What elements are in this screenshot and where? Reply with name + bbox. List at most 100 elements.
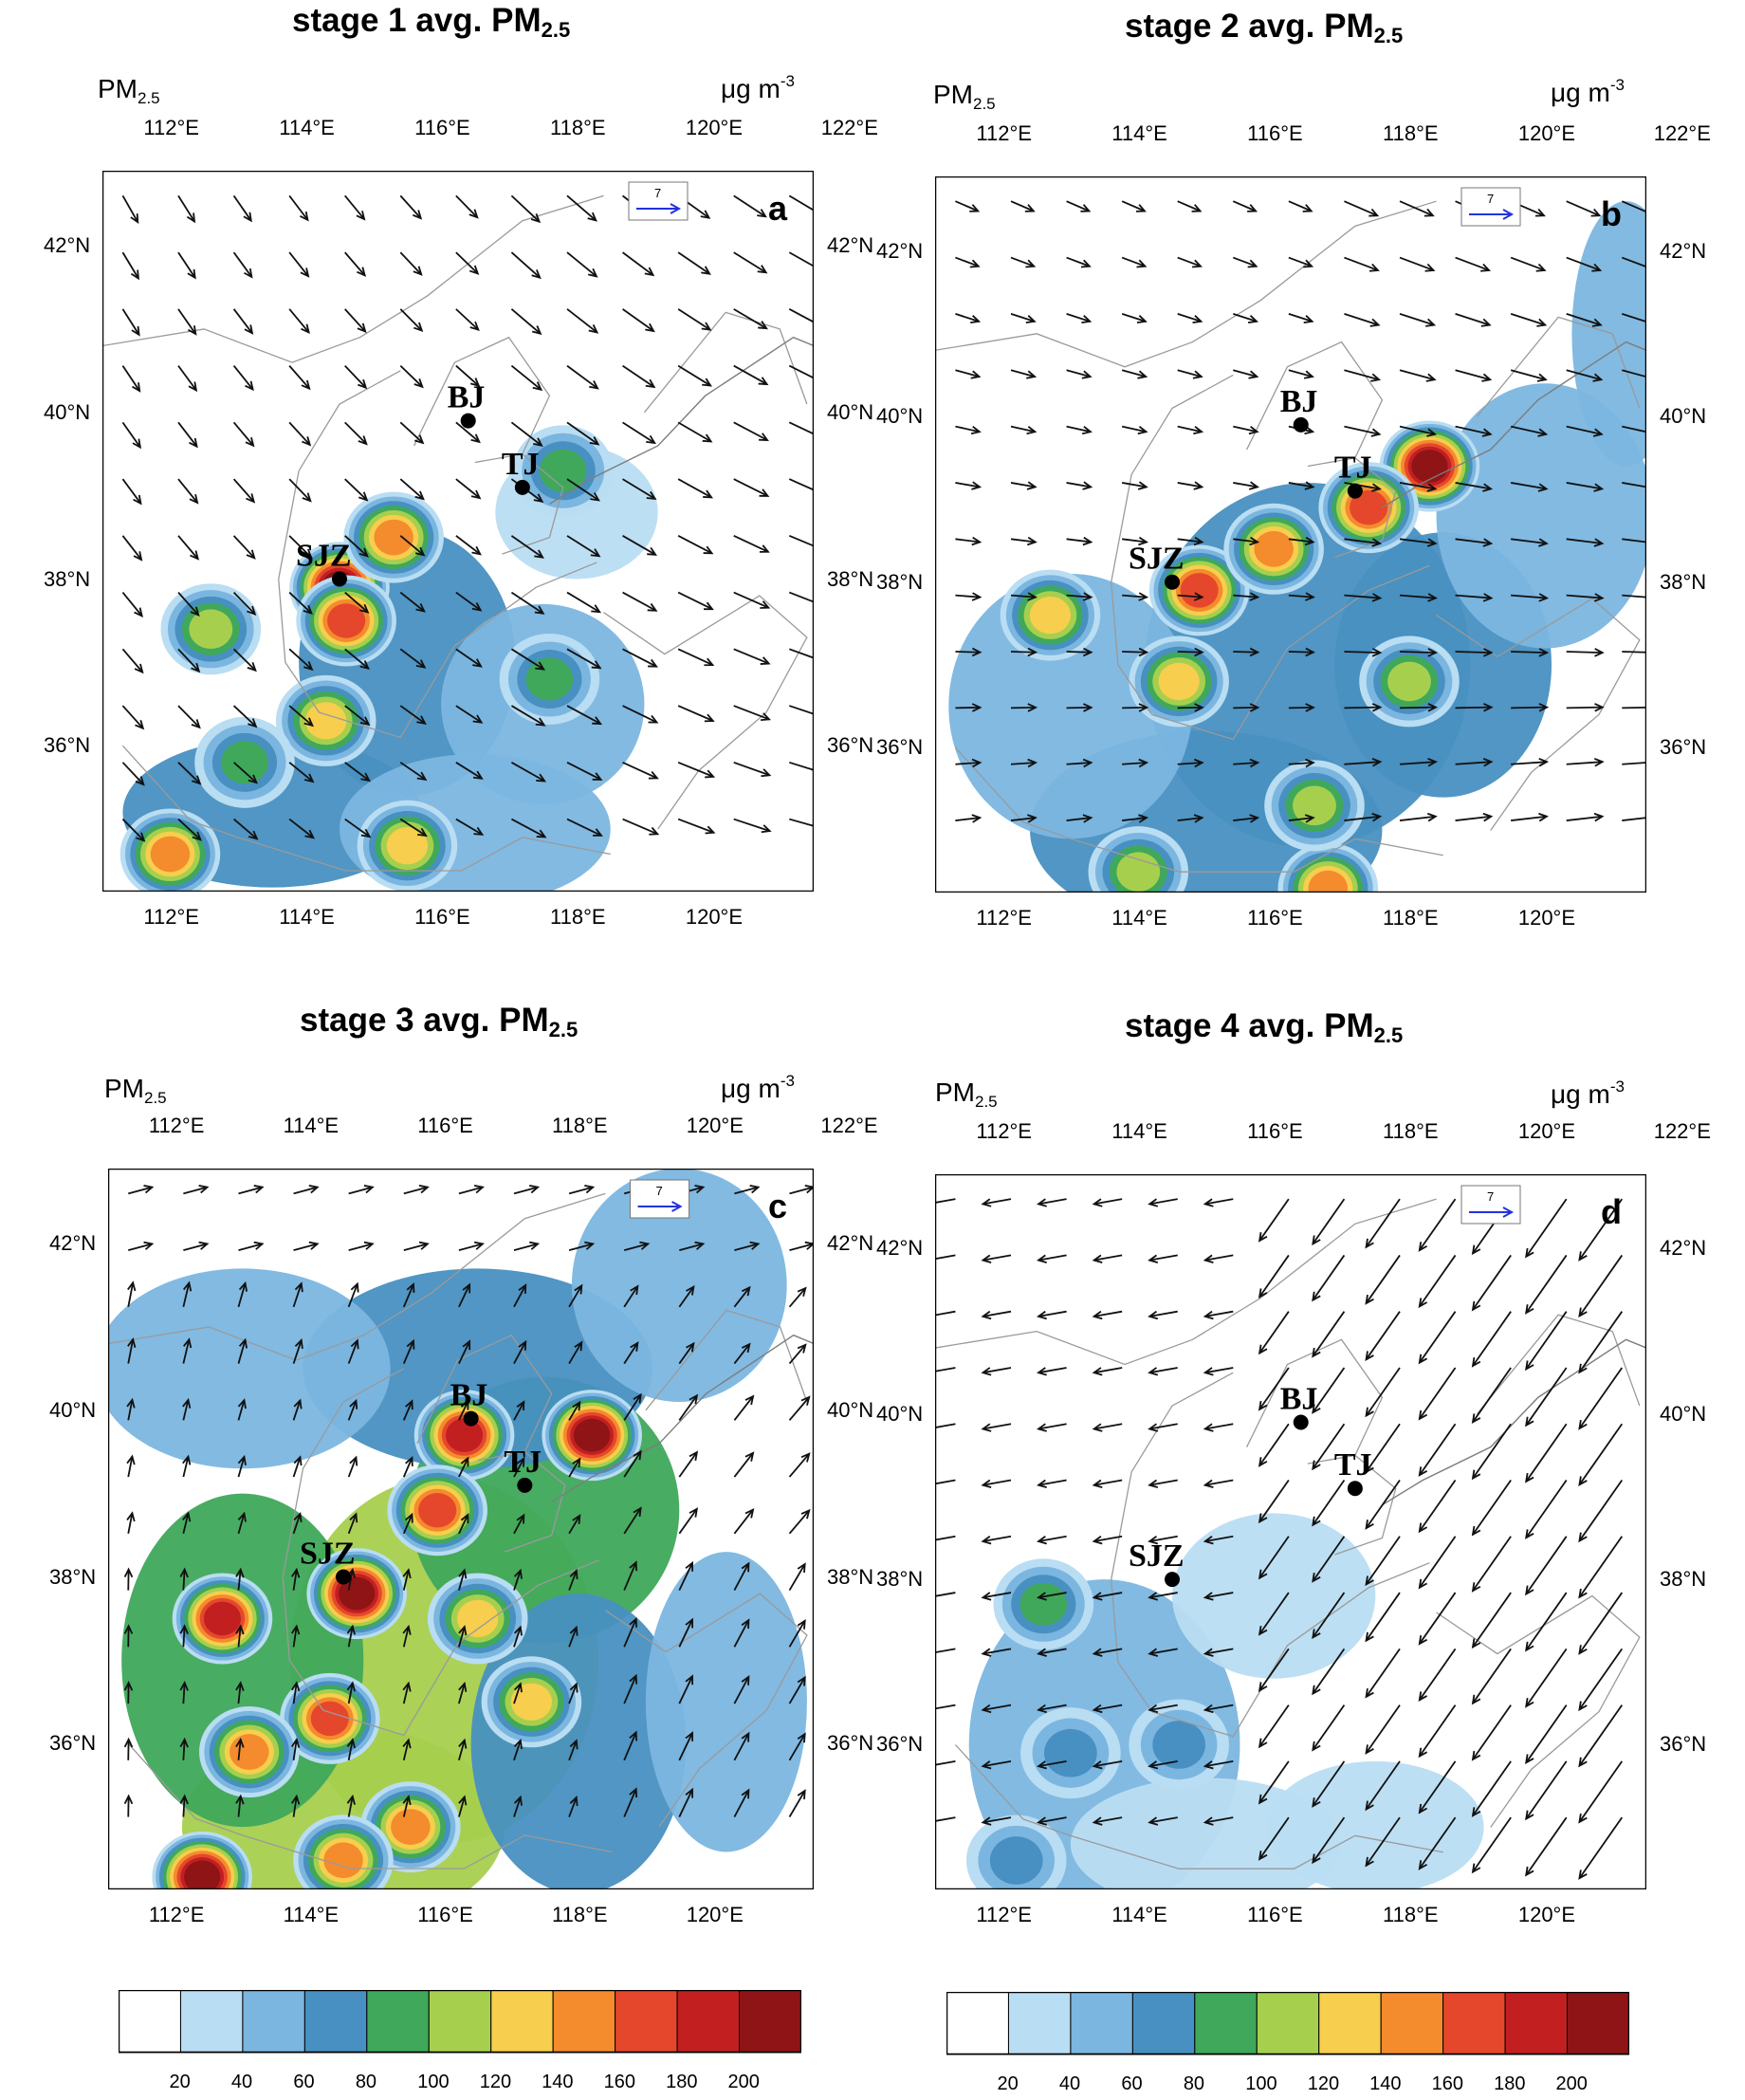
wind-vector: [513, 1627, 522, 1648]
wind-vector: [455, 194, 478, 218]
wind-vector: [232, 365, 254, 391]
wind-vector-head: [189, 437, 198, 449]
wind-vector-head: [644, 267, 655, 277]
wind-vector: [127, 1513, 134, 1535]
wind-vector-head: [1365, 1744, 1374, 1755]
wind-vector: [623, 1507, 642, 1535]
wind-vector: [1455, 706, 1492, 709]
wind-vector-head: [131, 325, 140, 337]
wind-vector: [458, 1340, 470, 1364]
colorbar-swatch: [366, 1990, 430, 2054]
wind-vector-head: [1303, 370, 1314, 379]
top-lon-tick-label: 120°E: [1517, 1119, 1576, 1143]
reference-vector-head: [1502, 209, 1515, 220]
top-lon-tick-label: 116°E: [1247, 121, 1303, 145]
wind-vector: [347, 1283, 358, 1308]
wind-vector: [733, 251, 767, 273]
wind-vector-head: [1371, 757, 1383, 767]
wind-vector: [399, 364, 423, 388]
wind-vector-head: [686, 1341, 695, 1353]
wind-vector: [955, 538, 981, 543]
wind-vector-head: [244, 267, 253, 279]
wind-vector: [622, 535, 656, 556]
right-lat-tick-label: 38°N: [827, 566, 874, 591]
province-border: [102, 194, 604, 363]
wind-vector-head: [349, 1512, 358, 1523]
wind-vector-head: [238, 1337, 248, 1349]
wind-vector: [1093, 1592, 1123, 1599]
wind-vector: [399, 762, 427, 781]
wind-vector-head: [1481, 428, 1493, 437]
wind-vector-head: [135, 719, 145, 730]
wind-vector: [1365, 1198, 1401, 1248]
left-lat-tick-label: 42°N: [44, 233, 91, 258]
wind-vector: [568, 1627, 578, 1648]
wind-vector-head: [405, 1455, 413, 1466]
wind-vector: [237, 1513, 246, 1535]
wind-vector: [1038, 1423, 1067, 1430]
wind-vector-head: [460, 1399, 469, 1410]
left-lat-tick-label: 36°N: [876, 735, 924, 760]
wind-vector: [1122, 594, 1148, 599]
reference-vector-head: [1502, 1207, 1515, 1218]
wind-vector-head: [294, 1281, 303, 1293]
wind-vector: [1312, 1592, 1346, 1638]
wind-vector-head: [518, 1339, 527, 1351]
bottom-lon-tick-label: 120°E: [1517, 906, 1576, 930]
wind-vector: [1511, 651, 1548, 654]
wind-vector: [1010, 651, 1037, 654]
wind-vector-head: [1082, 814, 1093, 823]
pm-contour: [1350, 489, 1388, 525]
wind-vector-head: [1418, 1691, 1428, 1703]
wind-vector-head: [1304, 425, 1315, 435]
wind-vector: [177, 535, 199, 560]
wind-vector-head: [749, 1241, 761, 1250]
wind-vector: [1344, 369, 1380, 381]
wind-vector: [1472, 1423, 1512, 1480]
pm-contour: [1254, 530, 1294, 567]
wind-vector-head: [981, 1423, 992, 1432]
wind-vector-head: [1594, 648, 1605, 657]
wind-vector-head: [357, 322, 367, 334]
wind-vector-head: [971, 536, 983, 546]
wind-vector: [1472, 1536, 1512, 1592]
province-border: [954, 746, 1072, 839]
wind-vector: [455, 818, 483, 836]
wind-vector-head: [363, 1185, 375, 1194]
wind-vector-head: [406, 1338, 415, 1350]
wind-vector-head: [187, 268, 196, 280]
wind-vector-head: [1137, 481, 1148, 490]
wind-vector: [455, 705, 483, 724]
wind-vector: [458, 1570, 466, 1591]
wind-vector: [399, 251, 422, 275]
wind-vector-head: [759, 488, 770, 497]
wind-vector: [1204, 1760, 1234, 1767]
wind-vector-head: [1471, 1357, 1481, 1368]
wind-vector: [733, 1452, 754, 1478]
wind-vector: [1525, 1648, 1568, 1707]
wind-vector: [1149, 1648, 1178, 1655]
colorbar-swatch: [428, 1990, 492, 2054]
wind-vector: [293, 1243, 318, 1251]
left-lat-tick-label: 42°N: [876, 238, 924, 263]
wind-vector-head: [1036, 1648, 1047, 1657]
wind-vector: [935, 1592, 956, 1597]
province-border: [935, 200, 1437, 368]
wind-vector-head: [253, 1185, 265, 1194]
wind-vector: [622, 705, 657, 724]
wind-vector: [734, 1243, 759, 1251]
wind-vector: [232, 308, 253, 334]
wind-vector-head: [235, 1794, 245, 1805]
wind-vector: [935, 1310, 956, 1317]
wind-vector: [679, 1243, 704, 1251]
wind-vector: [1621, 256, 1646, 268]
wind-vector: [292, 1400, 302, 1421]
pm-contour: [374, 519, 413, 556]
wind-vector: [788, 591, 814, 603]
wind-vector: [1038, 1648, 1067, 1655]
wind-vector-head: [248, 774, 258, 784]
wind-vector-head: [1578, 1420, 1588, 1430]
wind-vector: [788, 478, 814, 491]
wind-vector-head: [1525, 1866, 1534, 1877]
bottom-lon-tick-label: 112°E: [976, 1903, 1032, 1926]
